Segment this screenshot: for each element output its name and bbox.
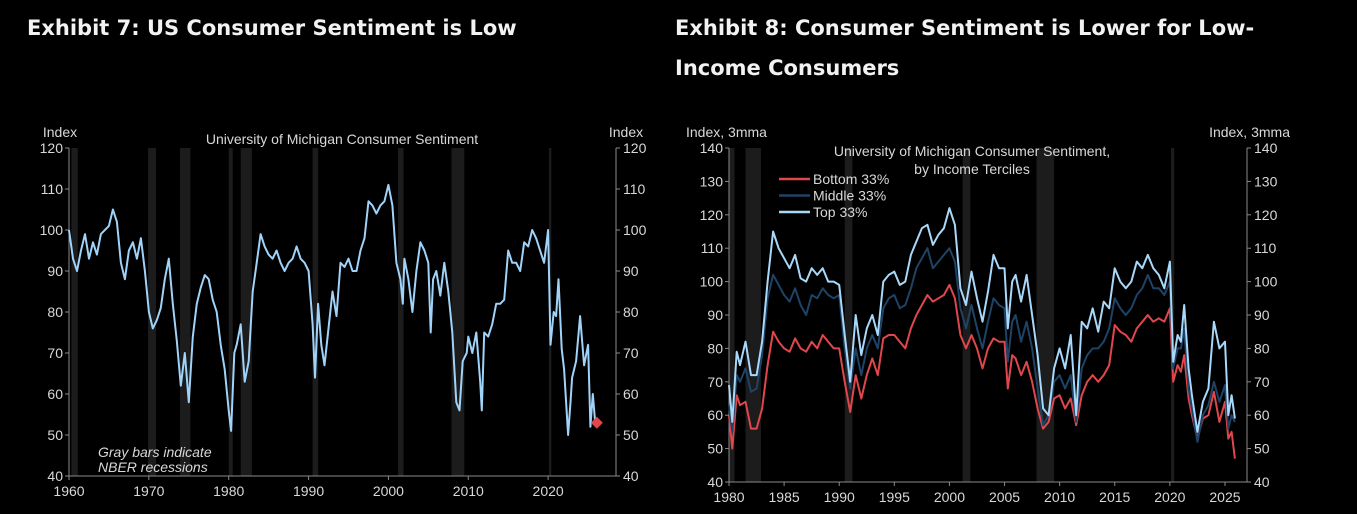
y-tick-label-right: 90 (623, 263, 639, 279)
y-tick-label-right: 110 (1254, 240, 1277, 256)
y-tick-label-left: 50 (707, 441, 723, 457)
chart-title: University of Michigan Consumer Sentimen… (834, 143, 1110, 159)
recession-bar (148, 148, 157, 476)
y-tick-label-left: 90 (707, 307, 723, 323)
y-tick-label-right: 40 (1254, 474, 1270, 490)
y-tick-label-right: 50 (623, 427, 639, 443)
x-tick-label: 2020 (533, 483, 564, 499)
x-tick-label: 2010 (453, 483, 484, 499)
x-tick-label: 1970 (133, 483, 164, 499)
x-tick-label: 1990 (293, 483, 324, 499)
x-tick-label: 1980 (713, 489, 744, 505)
x-tick-label: 2000 (934, 489, 965, 505)
exhibit-8-chart: 40 40 50 50 60 60 70 70 80 80 90 90 100 100 110 110 120 1… (686, 124, 1290, 505)
recession-bar (451, 148, 465, 476)
y-tick-label-right: 70 (1254, 374, 1270, 390)
exhibit-7-chart: 40 40 50 50 60 60 70 70 80 80 90 90 100 100 110 110 120 1… (40, 124, 647, 499)
recession-bar (745, 148, 761, 482)
y-tick-label-left: 40 (707, 474, 723, 490)
legend-label: Middle 33% (813, 188, 886, 204)
x-tick-label: 2000 (373, 483, 404, 499)
y-tick-label-right: 50 (1254, 441, 1270, 457)
y-tick-label-left: 130 (700, 173, 724, 189)
x-tick-label: 1990 (824, 489, 855, 505)
chart-title: by Income Terciles (914, 161, 1030, 177)
y-axis-label-right: Index (609, 124, 643, 140)
y-tick-label-right: 80 (623, 304, 639, 320)
y-tick-label-right: 60 (1254, 407, 1270, 423)
y-tick-label-right: 70 (623, 345, 639, 361)
x-tick-label: 1995 (879, 489, 910, 505)
y-tick-label-left: 100 (40, 222, 64, 238)
y-tick-label-right: 100 (623, 222, 647, 238)
recession-bar (228, 148, 233, 476)
x-tick-label: 1960 (53, 483, 84, 499)
series-line-bottom-33 (728, 283, 1236, 459)
y-tick-label-left: 110 (41, 181, 64, 197)
y-tick-label-left: 110 (701, 240, 724, 256)
y-tick-label-right: 100 (1254, 274, 1278, 290)
x-tick-label: 2025 (1209, 489, 1240, 505)
x-tick-label: 1980 (213, 483, 244, 499)
y-tick-label-right: 120 (623, 140, 647, 156)
exhibit-7-title: Exhibit 7: US Consumer Sentiment is Low (27, 16, 517, 40)
recession-bar (397, 148, 404, 476)
y-axis-label-left: Index (43, 124, 77, 140)
legend-label: Top 33% (813, 204, 867, 220)
recession-bar (962, 148, 971, 482)
recession-bar (179, 148, 191, 476)
x-tick-label: 1985 (769, 489, 800, 505)
y-tick-label-left: 90 (47, 263, 63, 279)
recession-bar (240, 148, 252, 476)
latest-value-marker (590, 416, 603, 429)
y-tick-label-right: 80 (1254, 340, 1270, 356)
y-tick-label-left: 140 (700, 140, 724, 156)
y-tick-label-left: 70 (47, 345, 63, 361)
y-tick-label-left: 80 (47, 304, 63, 320)
legend-label: Bottom 33% (813, 171, 889, 187)
exhibit-8-title: Exhibit 8: Consumer Sentiment is Lower f… (675, 16, 1255, 80)
y-tick-label-right: 60 (623, 386, 639, 402)
recession-bar (1036, 148, 1055, 482)
y-tick-label-right: 130 (1254, 173, 1278, 189)
y-tick-label-right: 110 (623, 181, 646, 197)
y-tick-label-left: 40 (47, 468, 63, 484)
x-tick-label: 2005 (989, 489, 1020, 505)
y-tick-label-left: 100 (700, 274, 724, 290)
y-tick-label-left: 80 (707, 340, 723, 356)
series-line-top-33 (728, 207, 1236, 433)
y-tick-label-left: 50 (47, 427, 63, 443)
y-tick-label-right: 120 (1254, 207, 1278, 223)
recession-bar (312, 148, 319, 476)
x-tick-label: 2015 (1099, 489, 1130, 505)
y-axis-label-right: Index, 3mma (1209, 124, 1290, 140)
x-tick-label: 2010 (1044, 489, 1075, 505)
series-line-middle-33 (728, 247, 1236, 443)
recession-bar (71, 148, 78, 476)
y-axis-label-left: Index, 3mma (686, 124, 767, 140)
y-tick-label-left: 120 (700, 207, 724, 223)
y-tick-label-left: 60 (707, 407, 723, 423)
y-tick-label-left: 60 (47, 386, 63, 402)
y-tick-label-left: 120 (40, 140, 64, 156)
y-tick-label-right: 140 (1254, 140, 1278, 156)
y-tick-label-left: 70 (707, 374, 723, 390)
recession-bar (729, 148, 735, 482)
series-line-consumer-sentiment (68, 183, 597, 436)
recession-bar (844, 148, 853, 482)
chart-title: University of Michigan Consumer Sentimen… (206, 131, 478, 147)
x-tick-label: 2020 (1154, 489, 1185, 505)
y-tick-label-right: 40 (623, 468, 639, 484)
recession-annotation: Gray bars indicate (98, 444, 212, 460)
y-tick-label-right: 90 (1254, 307, 1270, 323)
recession-annotation: NBER recessions (98, 459, 208, 475)
